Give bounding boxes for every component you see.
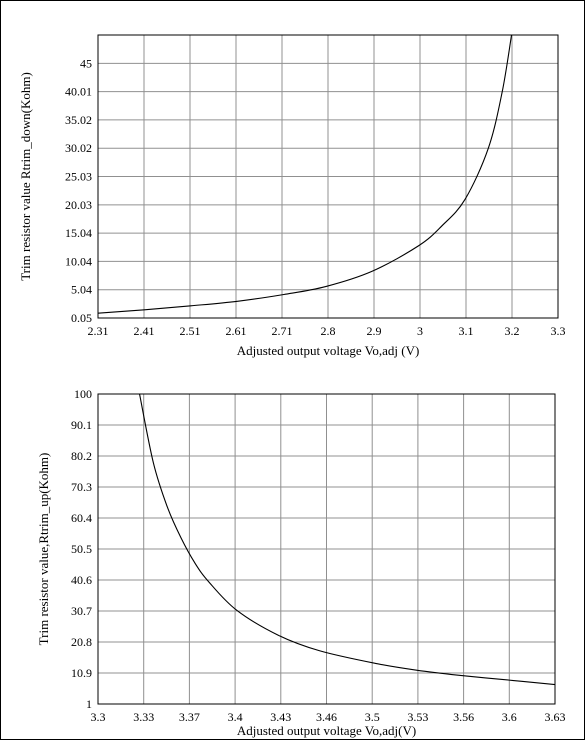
x-axis-label: Adjusted output voltage Vo,adj (V) (237, 343, 420, 358)
x-tick-label: 3 (417, 324, 423, 338)
x-tick-label: 2.9 (367, 324, 382, 338)
x-tick-label: 3.4 (228, 710, 243, 724)
y-tick-label: 40.6 (71, 573, 92, 587)
x-tick-label: 3.5 (365, 710, 380, 724)
y-tick-label: 0.05 (71, 311, 92, 325)
x-axis-label: Adjusted output voltage Vo,adj(V) (237, 723, 416, 738)
x-tick-label: 3.63 (545, 710, 566, 724)
y-tick-label: 45 (80, 56, 92, 70)
x-tick-label: 2.31 (88, 324, 109, 338)
x-tick-label: 2.8 (321, 324, 336, 338)
y-tick-label: 20.8 (71, 635, 92, 649)
y-tick-label: 30.7 (71, 604, 92, 618)
y-tick-label: 35.02 (65, 113, 92, 127)
x-tick-label: 3.3 (551, 324, 566, 338)
series-line-1 (139, 394, 555, 686)
y-tick-label: 15.04 (65, 226, 92, 240)
x-tick-label: 3.2 (505, 324, 520, 338)
x-tick-label: 3.46 (316, 710, 337, 724)
y-tick-label: 10.04 (65, 254, 92, 268)
y-tick-label: 60.4 (71, 511, 92, 525)
y-axis-label: Trim resistor value Rtrim_down(Kohm) (18, 72, 33, 281)
y-tick-label: 50.5 (71, 542, 92, 556)
y-axis-label: Trim resistor value,Rtrim_up(Kohm) (36, 453, 51, 646)
y-tick-label: 5.04 (71, 283, 92, 297)
x-tick-label: 3.43 (270, 710, 291, 724)
y-tick-label: 10.9 (71, 666, 92, 680)
y-tick-label: 70.3 (71, 480, 92, 494)
x-tick-label: 2.61 (226, 324, 247, 338)
y-tick-label: 25.03 (65, 170, 92, 184)
x-tick-label: 3.53 (407, 710, 428, 724)
chart-2: 3.3 3.33 3.37 3.4 3.43 3.46 3.5 3.53 3.56 3.6 3.63… (36, 387, 566, 738)
x-tick-label: 3.3 (91, 710, 106, 724)
plot-frame (97, 34, 559, 319)
x-tick-label: 3.56 (453, 710, 474, 724)
series-line-1 (98, 35, 513, 314)
y-tick-label: 20.03 (65, 198, 92, 212)
y-tick-label: 1 (86, 697, 92, 711)
y-tick-label: 90.1 (71, 418, 92, 432)
y-tick-label: 80.2 (71, 449, 92, 463)
x-tick-label: 2.71 (272, 324, 293, 338)
y-tick-label: 40.01 (65, 85, 92, 99)
x-tick-label: 3.33 (133, 710, 154, 724)
x-tick-label: 3.1 (459, 324, 474, 338)
x-tick-label: 3.6 (502, 710, 517, 724)
y-tick-label: 100 (74, 387, 92, 401)
x-tick-label: 3.37 (179, 710, 200, 724)
plot-frame (97, 393, 556, 705)
x-tick-label: 2.51 (180, 324, 201, 338)
y-tick-label: 30.02 (65, 141, 92, 155)
x-tick-label: 2.41 (134, 324, 155, 338)
chart-1: 2.31 2.41 2.51 2.61 2.71 2.8 2.9 3 3.1 3.2 3.3 0.05… (18, 34, 566, 358)
